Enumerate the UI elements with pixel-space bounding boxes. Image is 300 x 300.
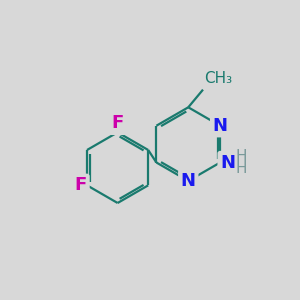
Text: F: F	[75, 176, 87, 194]
Text: N: N	[220, 154, 235, 172]
Text: CH₃: CH₃	[205, 71, 232, 86]
Text: N: N	[213, 117, 228, 135]
Text: N: N	[181, 172, 196, 190]
Text: H: H	[236, 148, 247, 164]
Text: H: H	[236, 161, 247, 176]
Text: F: F	[112, 114, 124, 132]
